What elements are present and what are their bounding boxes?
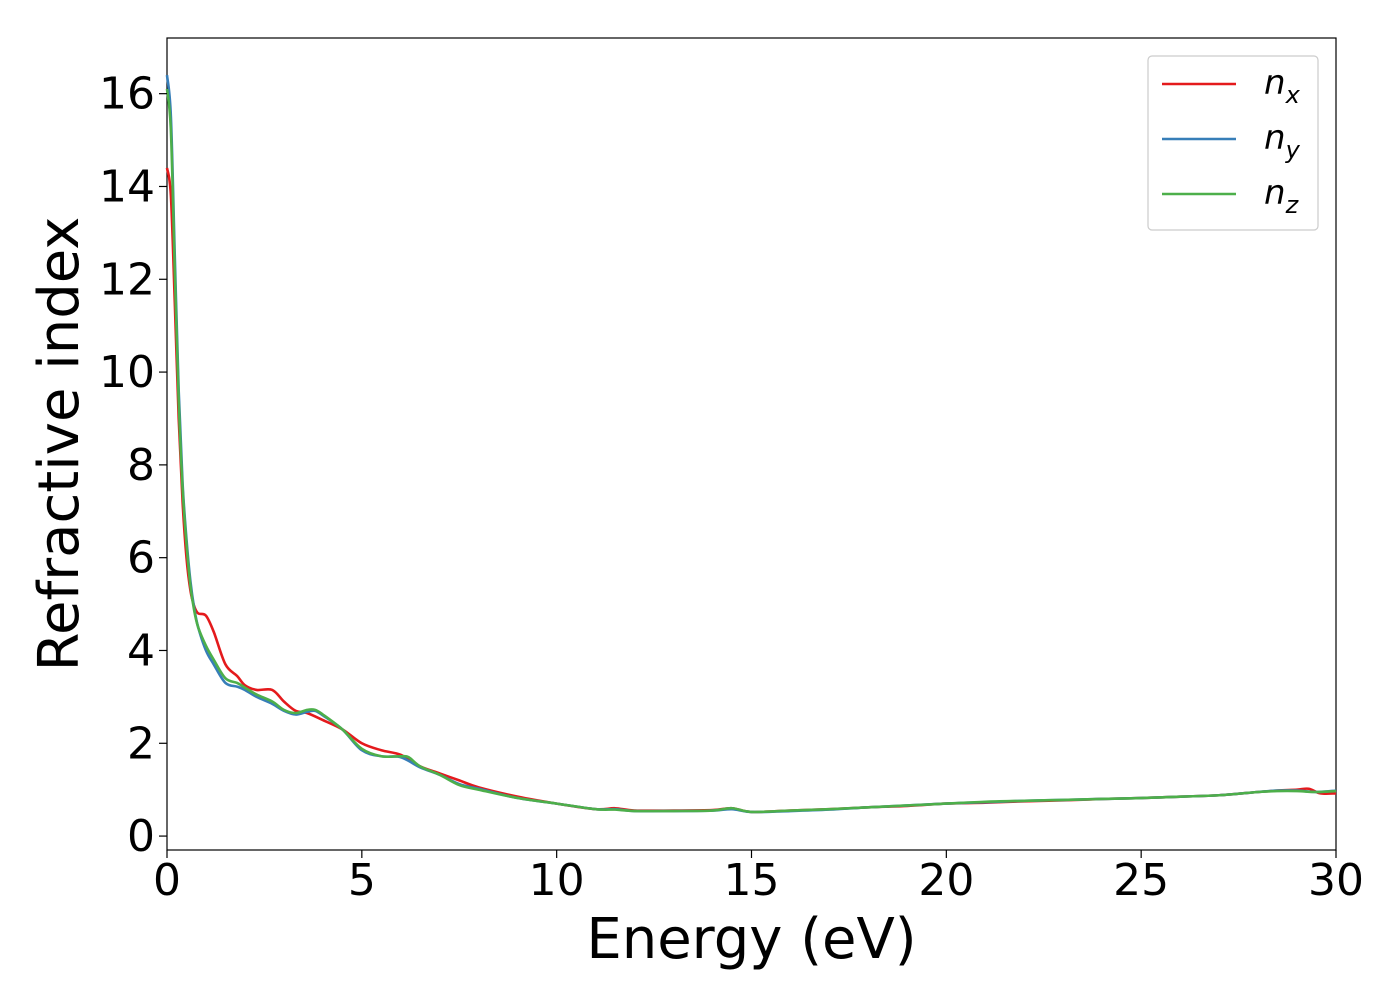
x-tick-label: 5 [348, 855, 376, 906]
legend-label-subscript: y [1285, 136, 1301, 164]
x-tick-label: 25 [1113, 855, 1169, 906]
x-tick-label: 30 [1308, 855, 1364, 906]
y-tick-label: 4 [127, 625, 155, 676]
y-tick-label: 16 [99, 69, 155, 120]
legend-box [1147, 55, 1319, 231]
x-tick-label: 15 [724, 855, 780, 906]
legend-label-subscript: z [1285, 191, 1300, 219]
y-tick-label: 8 [127, 440, 155, 491]
series-line-z [165, 88, 1337, 814]
y-axis-title: Refractive index [27, 217, 92, 672]
x-tick-label: 10 [529, 855, 585, 906]
legend-label-x: nx [1264, 63, 1301, 109]
y-tick-label: 14 [99, 161, 155, 212]
x-tick-label: 20 [918, 855, 974, 906]
y-tick-label: 12 [99, 254, 155, 305]
legend-label-base: n [1264, 173, 1286, 213]
series-lines [165, 74, 1337, 814]
legend-label-y: ny [1264, 118, 1301, 164]
x-axis-ticks: 0 5 10 15 20 25 30 [153, 850, 1364, 906]
series-line-x [165, 167, 1337, 814]
x-tick-label: 0 [153, 855, 181, 906]
x-axis-title: Energy (eV) [586, 907, 916, 972]
legend-label-base: n [1264, 63, 1286, 103]
y-tick-label: 0 [127, 811, 155, 862]
y-tick-label: 2 [127, 718, 155, 769]
y-tick-label: 10 [99, 347, 155, 398]
y-tick-label: 6 [127, 533, 155, 584]
legend-label-base: n [1264, 118, 1286, 158]
legend-label-z: nz [1264, 173, 1300, 219]
legend-label-subscript: x [1285, 81, 1301, 109]
y-axis-ticks: 0 2 4 6 8 10 12 14 16 [99, 69, 167, 862]
